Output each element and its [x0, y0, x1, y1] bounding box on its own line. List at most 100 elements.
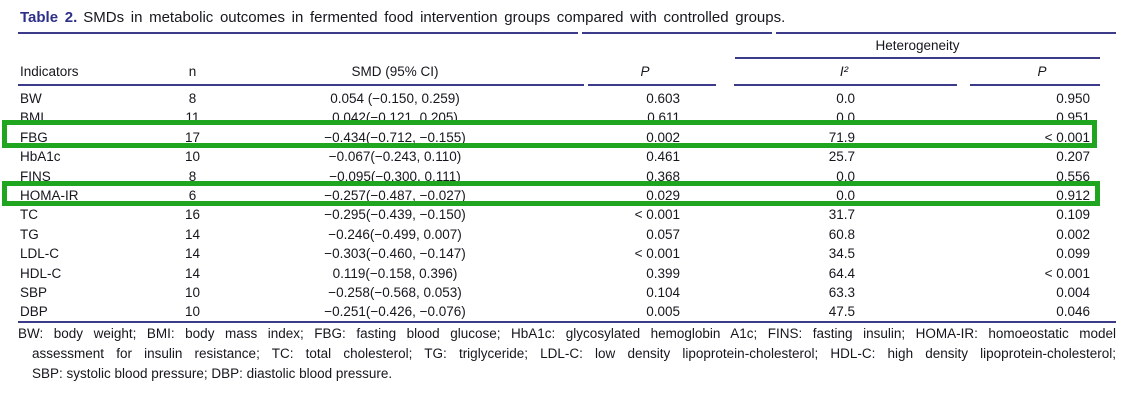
table-cell-smd: −0.434(−0.712, −0.155) — [324, 129, 466, 145]
column-heterogeneity-p: 0.950 0.951 < 0.001 0.207 0.556 0.912 0.109 0.0… — [970, 89, 1090, 322]
column-smd-95ci: 0.054 (−0.150, 0.259) 0.042(−0.121, 0.205… — [245, 89, 545, 322]
table-cell-p: 0.368 — [646, 168, 680, 184]
table-cell-smd: −0.067(−0.243, 0.110) — [328, 149, 462, 165]
table-cell-i2: 71.9 — [828, 129, 855, 145]
table-cell-smd: 0.042(−0.121, 0.205) — [332, 110, 458, 126]
header-rule-segment — [588, 84, 716, 86]
table-cell-i2: 34.5 — [828, 246, 855, 262]
table-cell-indicator: FBG — [20, 129, 48, 145]
table-cell-p_het: 0.004 — [1056, 284, 1090, 300]
footnote-line: BW: body weight; BMI: body mass index; F… — [18, 326, 1116, 341]
table-cell-i2: 63.3 — [828, 284, 855, 300]
table-cell-i2: 64.4 — [828, 265, 855, 281]
table-cell-smd: −0.251(−0.426, −0.076) — [324, 304, 466, 320]
table-cell-p: < 0.001 — [634, 207, 680, 223]
table-cell-p_het: 0.046 — [1056, 304, 1090, 320]
table-cell-indicator: BW — [20, 91, 42, 106]
table-cell-i2: 31.7 — [828, 207, 855, 223]
column-header-smd-95ci: SMD (95% CI) — [351, 64, 439, 79]
table-cell-n: 16 — [184, 207, 201, 223]
table-cell-i2: 0.0 — [836, 187, 855, 203]
table-cell-n: 10 — [184, 149, 201, 165]
table-cell-smd: −0.095(−0.300, 0.111) — [329, 168, 461, 184]
table-cell-p: 0.399 — [646, 265, 680, 281]
table-cell-n: 11 — [185, 110, 200, 126]
table-cell-p: 0.104 — [646, 284, 680, 300]
table-cell-p_het: 0.912 — [1056, 187, 1090, 203]
table-cell-i2: 60.8 — [828, 226, 855, 242]
table-cell-smd: −0.295(−0.439, −0.150) — [324, 207, 466, 223]
table-cell-indicator: TC — [20, 207, 38, 223]
table-cell-n: 17 — [184, 129, 201, 145]
table-cell-p_het: 0.950 — [1056, 91, 1090, 106]
table-cell-n: 14 — [184, 246, 201, 262]
table-caption: Table 2. SMDs in metabolic outcomes in fe… — [20, 9, 785, 26]
table-cell-indicator: DBP — [20, 304, 48, 320]
table-cell-n: 6 — [188, 187, 197, 203]
table-cell-p_het: 0.002 — [1056, 226, 1090, 242]
top-rule-segment — [582, 32, 772, 34]
footnote-line: SBP: systolic blood pressure; DBP: diast… — [32, 366, 393, 381]
table-cell-p: 0.057 — [646, 226, 680, 242]
table-cell-indicator: HbA1c — [20, 149, 61, 165]
table-cell-n: 8 — [188, 168, 197, 184]
table-cell-p: < 0.001 — [634, 246, 680, 262]
table-cell-i2: 0.0 — [836, 168, 855, 184]
header-rule-segment — [18, 84, 584, 86]
table-cell-smd: −0.258(−0.568, 0.053) — [328, 284, 462, 300]
table-cell-smd: 0.054 (−0.150, 0.259) — [330, 91, 460, 106]
table-cell-p: 0.461 — [646, 149, 680, 165]
table-cell-i2: 0.0 — [836, 110, 855, 126]
column-indicators: BW BMI FBG HbA1c FINS HOMA-IR TC TG LDL-C HDL-C SB… — [20, 89, 150, 322]
column-header-p: P — [640, 64, 650, 79]
table-cell-p: 0.005 — [646, 304, 680, 320]
heterogeneity-spanner-rule — [735, 57, 1100, 59]
column-header-heterogeneity-p: P — [1037, 64, 1047, 79]
column-header-indicators: Indicators — [20, 64, 79, 79]
table-cell-smd: −0.257(−0.487, −0.027) — [324, 187, 466, 203]
table-cell-p_het: 0.207 — [1056, 149, 1090, 165]
table-cell-i2: 47.5 — [828, 304, 855, 320]
table-cell-n: 8 — [188, 91, 197, 106]
top-rule-segment — [18, 32, 578, 34]
table-cell-p: 0.611 — [647, 110, 680, 126]
top-rule-segment — [776, 32, 1116, 34]
table-cell-indicator: HOMA-IR — [20, 187, 79, 203]
table-cell-indicator: BMI — [20, 110, 45, 126]
header-rule-segment — [970, 84, 1100, 86]
footnote-line: assessment for insulin resistance; TC: t… — [32, 346, 1116, 361]
column-i-squared: 0.0 0.0 71.9 25.7 0.0 0.0 31.7 60.8 34.5 64.4 63.3… — [755, 89, 855, 322]
table-caption-number: Table 2. — [20, 9, 78, 26]
table-cell-n: 10 — [184, 284, 201, 300]
table-cell-smd: −0.303(−0.460, −0.147) — [324, 246, 466, 262]
table-cell-smd: 0.119(−0.158, 0.396) — [332, 265, 458, 281]
column-n: 8 11 17 10 8 6 16 14 14 14 10 10 — [150, 89, 235, 322]
table-cell-p_het: < 0.001 — [1044, 129, 1090, 145]
column-p: 0.603 0.611 0.002 0.461 0.368 0.029 < 0.001 0.0… — [560, 89, 680, 322]
header-rule-segment — [734, 84, 957, 86]
table-cell-n: 14 — [184, 265, 201, 281]
table-cell-p: 0.603 — [646, 91, 680, 106]
table-cell-p_het: 0.951 — [1056, 110, 1090, 126]
table-caption-text: SMDs in metabolic outcomes in fermented … — [83, 9, 786, 26]
table-cell-p_het: 0.099 — [1056, 246, 1090, 262]
table-cell-smd: −0.246(−0.499, 0.007) — [328, 226, 462, 242]
table-cell-n: 14 — [184, 226, 201, 242]
column-group-heterogeneity: Heterogeneity — [875, 38, 960, 53]
table-cell-indicator: HDL-C — [20, 265, 62, 281]
table-cell-indicator: FINS — [20, 168, 51, 184]
table-cell-i2: 0.0 — [836, 91, 855, 106]
table-footnote: BW: body weight; BMI: body mass index; F… — [18, 324, 1116, 384]
bottom-rule — [18, 321, 1116, 323]
table-cell-p_het: < 0.001 — [1044, 265, 1090, 281]
table-cell-p: 0.002 — [646, 129, 680, 145]
column-header-i-squared: I² — [839, 64, 849, 79]
table-cell-n: 10 — [184, 304, 201, 320]
table-cell-i2: 25.7 — [828, 149, 855, 165]
table-cell-indicator: TG — [20, 226, 39, 242]
table-cell-indicator: SBP — [20, 284, 48, 300]
table-cell-p_het: 0.109 — [1056, 207, 1090, 223]
table-cell-p: 0.029 — [646, 187, 680, 203]
column-header-n: n — [188, 64, 197, 79]
table-cell-indicator: LDL-C — [20, 246, 60, 262]
